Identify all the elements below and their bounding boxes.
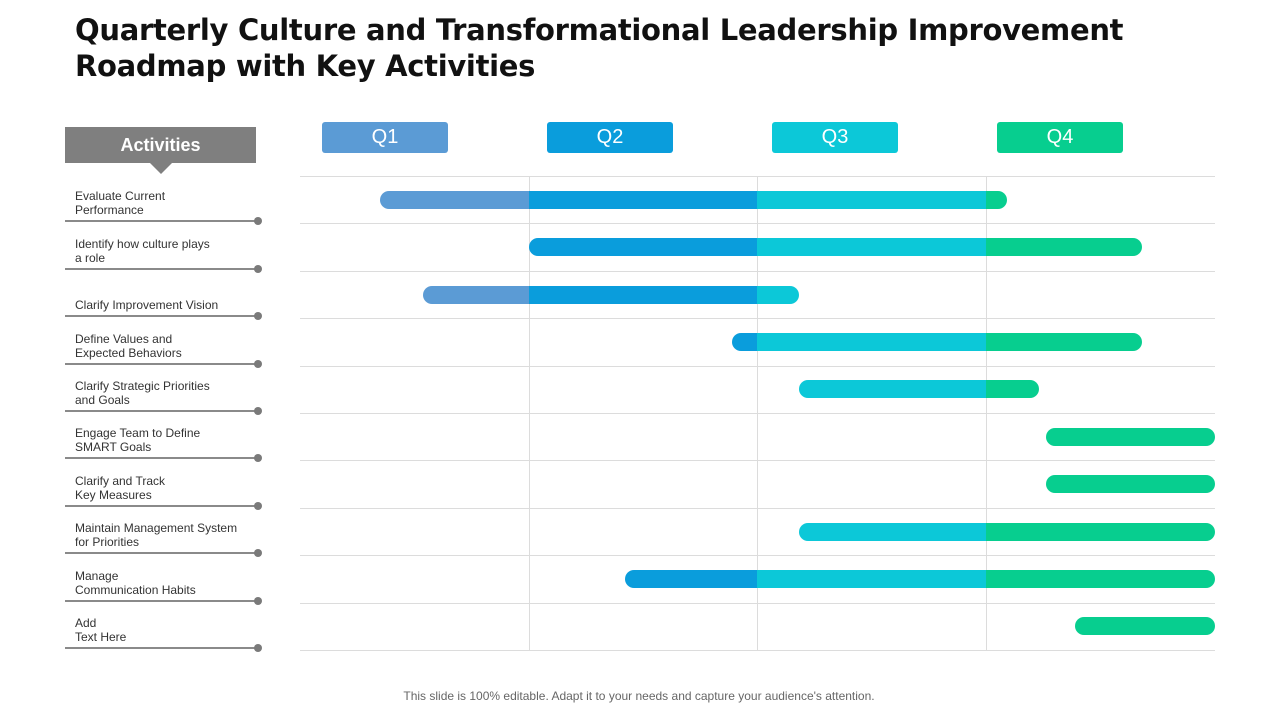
- task-bar: [380, 190, 1007, 209]
- task-bar-segment: [732, 332, 758, 351]
- activity-label: Clarify and Track Key Measures: [75, 473, 166, 502]
- activity-label: Manage Communication Habits: [75, 568, 196, 597]
- activity-divider: [65, 646, 258, 649]
- grid-quarter-line: [986, 176, 988, 650]
- task-bar-segment: [986, 380, 1039, 399]
- activity-dot-icon: [254, 217, 262, 226]
- task-bar: [423, 285, 799, 304]
- activity-divider: [65, 457, 258, 460]
- task-bar-segment: [798, 522, 987, 541]
- activity-item: Evaluate Current Performance: [65, 176, 262, 226]
- grid-quarter-line: [757, 176, 759, 650]
- activity-divider: [65, 504, 258, 507]
- task-bar-segment: [798, 380, 987, 399]
- task-bar-segment: [757, 332, 987, 351]
- task-bar-segment: [624, 569, 758, 588]
- activity-dot-icon: [254, 501, 262, 510]
- task-bar-segment: [1075, 617, 1215, 636]
- activity-divider: [65, 362, 258, 365]
- activity-label: Identify how culture plays a role: [75, 236, 210, 265]
- task-bar: [528, 238, 1142, 257]
- activity-item: Clarify and Track Key Measures: [65, 460, 262, 510]
- task-bar-segment: [986, 238, 1142, 257]
- task-bar: [1045, 427, 1215, 446]
- activity-item: Clarify Strategic Priorities and Goals: [65, 366, 262, 415]
- activity-divider: [65, 599, 258, 602]
- activity-item: Engage Team to Define SMART Goals: [65, 413, 262, 463]
- grid-quarter-line: [528, 176, 530, 650]
- task-bar-segment: [757, 569, 987, 588]
- activity-divider: [65, 220, 258, 223]
- task-bar-segment: [423, 285, 530, 304]
- activities-header: Activities: [65, 127, 256, 174]
- task-bar-segment: [528, 238, 758, 257]
- task-bar: [624, 569, 1215, 588]
- page-title: Quarterly Culture and Transformational L…: [75, 13, 1124, 83]
- task-bar: [1045, 475, 1215, 494]
- task-bar-segment: [1045, 475, 1215, 494]
- activity-label: Add Text Here: [75, 615, 127, 644]
- activity-dot-icon: [254, 643, 262, 652]
- quarter-pill-q1: Q1: [322, 122, 448, 153]
- activity-label: Engage Team to Define SMART Goals: [75, 426, 201, 455]
- grid-row-line: [300, 650, 1215, 651]
- activity-item: Define Values and Expected Behaviors: [65, 318, 262, 368]
- task-bar: [798, 380, 1039, 399]
- activity-label: Clarify Strategic Priorities and Goals: [75, 378, 210, 407]
- activity-label: Define Values and Expected Behaviors: [75, 331, 182, 360]
- task-bar-segment: [757, 285, 799, 304]
- activity-dot-icon: [254, 406, 262, 415]
- task-bar-segment: [380, 190, 530, 209]
- task-bar-segment: [528, 190, 758, 209]
- task-bar: [798, 522, 1215, 541]
- activity-dot-icon: [254, 454, 262, 463]
- activity-dot-icon: [254, 312, 262, 321]
- quarter-pill-q4: Q4: [997, 122, 1123, 153]
- task-bar-segment: [986, 332, 1142, 351]
- task-bar-segment: [757, 190, 987, 209]
- quarter-pill-q2: Q2: [547, 122, 673, 153]
- activity-dot-icon: [254, 596, 262, 605]
- activity-divider: [65, 552, 258, 555]
- footer-note: This slide is 100% editable. Adapt it to…: [403, 689, 875, 703]
- activity-item: Manage Communication Habits: [65, 555, 262, 605]
- task-bar-segment: [1045, 427, 1215, 446]
- activity-label: Clarify Improvement Vision: [75, 298, 219, 313]
- task-bar-segment: [986, 569, 1215, 588]
- activity-dot-icon: [254, 264, 262, 273]
- activity-divider: [65, 267, 258, 270]
- activity-label: Maintain Management System for Prioritie…: [75, 521, 238, 550]
- task-bar-segment: [986, 190, 1007, 209]
- activity-item: Identify how culture plays a role: [65, 223, 262, 273]
- activity-divider: [65, 315, 258, 318]
- activity-item: Clarify Improvement Vision: [65, 271, 262, 321]
- activity-dot-icon: [254, 359, 262, 368]
- task-bar: [1075, 617, 1215, 636]
- quarter-pill-q3: Q3: [772, 122, 898, 153]
- task-bar-segment: [757, 238, 987, 257]
- activity-dot-icon: [254, 549, 262, 558]
- activity-item: Maintain Management System for Prioritie…: [65, 508, 262, 558]
- task-bar-segment: [528, 285, 758, 304]
- activity-label: Evaluate Current Performance: [75, 189, 166, 218]
- task-bar-segment: [986, 522, 1215, 541]
- activity-item: Add Text Here: [65, 603, 262, 652]
- activity-divider: [65, 409, 258, 412]
- task-bar: [732, 332, 1142, 351]
